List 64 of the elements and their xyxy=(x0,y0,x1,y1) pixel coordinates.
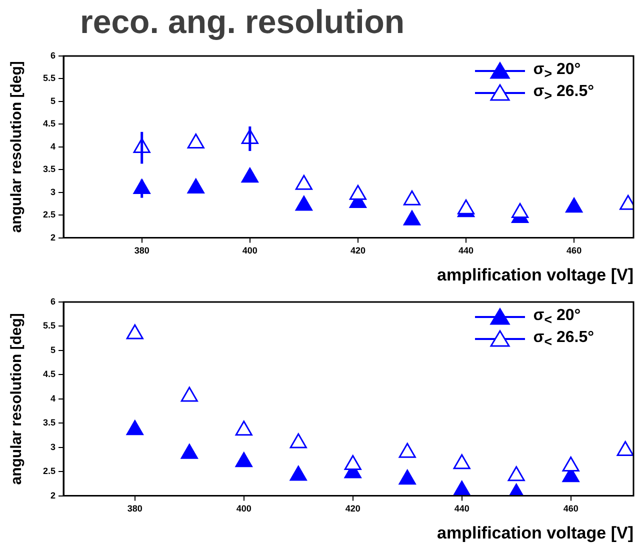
y-tick-label: 6 xyxy=(50,50,56,60)
point xyxy=(403,190,421,206)
point xyxy=(349,184,367,200)
legend-label: σ$_{>}$ 20° xyxy=(533,60,581,82)
y-tick-label: 2 xyxy=(50,490,56,500)
point xyxy=(295,196,312,211)
point xyxy=(235,452,252,468)
point xyxy=(290,433,307,448)
point xyxy=(187,178,204,194)
y-tick-label: 5.5 xyxy=(42,73,56,84)
x-tick-label: 460 xyxy=(566,246,582,256)
y-tick-label: 3.5 xyxy=(42,418,56,428)
point xyxy=(457,199,475,214)
point xyxy=(508,466,525,482)
y-tick-label: 6 xyxy=(50,296,56,306)
x-tick-label: 420 xyxy=(350,246,366,256)
point xyxy=(453,454,470,470)
x-tick-label: 380 xyxy=(127,504,142,514)
x-tick-label: 460 xyxy=(563,504,578,514)
x-tick-label: 380 xyxy=(134,246,150,256)
legend-label: σ$_{<}$ 26.5° xyxy=(533,328,594,350)
y-axis-title: angular resolution [deg] xyxy=(8,61,26,233)
point xyxy=(566,198,583,213)
point xyxy=(126,420,144,436)
y-tick-label: 5 xyxy=(50,344,56,355)
point xyxy=(398,470,416,485)
y-tick-label: 4 xyxy=(50,393,56,404)
point xyxy=(290,466,307,481)
legend-label: σ$_{<}$ 20° xyxy=(533,306,581,328)
y-tick-label: 3.5 xyxy=(42,164,56,174)
point xyxy=(512,203,529,218)
legend-label: σ$_{>}$ 26.5° xyxy=(533,82,594,104)
chart-title: reco. ang. resolution xyxy=(80,2,405,42)
point xyxy=(562,456,580,472)
point xyxy=(344,455,362,470)
x-axis-title: amplification voltage [V] xyxy=(437,523,634,542)
x-tick-label: 420 xyxy=(345,504,360,514)
x-tick-label: 400 xyxy=(236,504,252,514)
x-tick-label: 440 xyxy=(458,246,474,256)
y-tick-label: 2.5 xyxy=(42,210,56,220)
y-tick-label: 4.5 xyxy=(42,369,56,380)
point xyxy=(241,168,258,183)
y-tick-label: 3 xyxy=(50,186,56,197)
point xyxy=(398,442,416,458)
point xyxy=(403,210,421,226)
y-tick-label: 4 xyxy=(50,141,56,152)
x-axis-title: amplification voltage [V] xyxy=(437,265,634,284)
y-axis-title: angular resolution [deg] xyxy=(8,313,26,485)
y-tick-label: 5.5 xyxy=(42,320,56,331)
point xyxy=(453,480,470,496)
point xyxy=(235,420,252,436)
point xyxy=(616,440,634,456)
y-tick-label: 5 xyxy=(50,96,56,106)
point xyxy=(187,134,204,149)
point xyxy=(126,324,144,340)
x-tick-label: 440 xyxy=(454,504,470,514)
x-tick-label: 400 xyxy=(242,246,258,256)
point xyxy=(180,386,198,402)
point xyxy=(180,444,198,459)
y-tick-label: 2 xyxy=(50,232,56,242)
y-tick-label: 4.5 xyxy=(42,118,56,129)
y-tick-label: 3 xyxy=(50,442,56,452)
y-tick-label: 2.5 xyxy=(42,466,56,476)
point xyxy=(295,174,312,190)
